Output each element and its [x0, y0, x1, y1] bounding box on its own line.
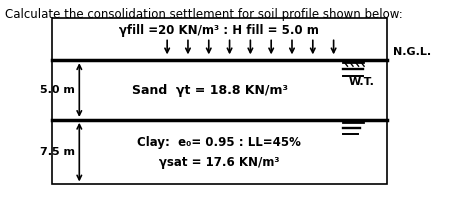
- Text: 5.0 m: 5.0 m: [40, 85, 75, 95]
- Bar: [52, 18, 387, 184]
- Text: Sand  γt = 18.8 KN/m³: Sand γt = 18.8 KN/m³: [132, 84, 288, 97]
- Text: γfill =20 KN/m³ : H fill = 5.0 m: γfill =20 KN/m³ : H fill = 5.0 m: [119, 24, 319, 37]
- Text: 7.5 m: 7.5 m: [40, 147, 75, 157]
- Text: Calculate the consolidation settlement for soil profile shown below:: Calculate the consolidation settlement f…: [5, 8, 403, 21]
- Text: Clay:  e₀= 0.95 : LL=45%: Clay: e₀= 0.95 : LL=45%: [137, 136, 301, 149]
- Text: N.G.L.: N.G.L.: [393, 47, 431, 57]
- Text: γsat = 17.6 KN/m³: γsat = 17.6 KN/m³: [159, 156, 280, 169]
- Text: W.T.: W.T.: [348, 77, 374, 87]
